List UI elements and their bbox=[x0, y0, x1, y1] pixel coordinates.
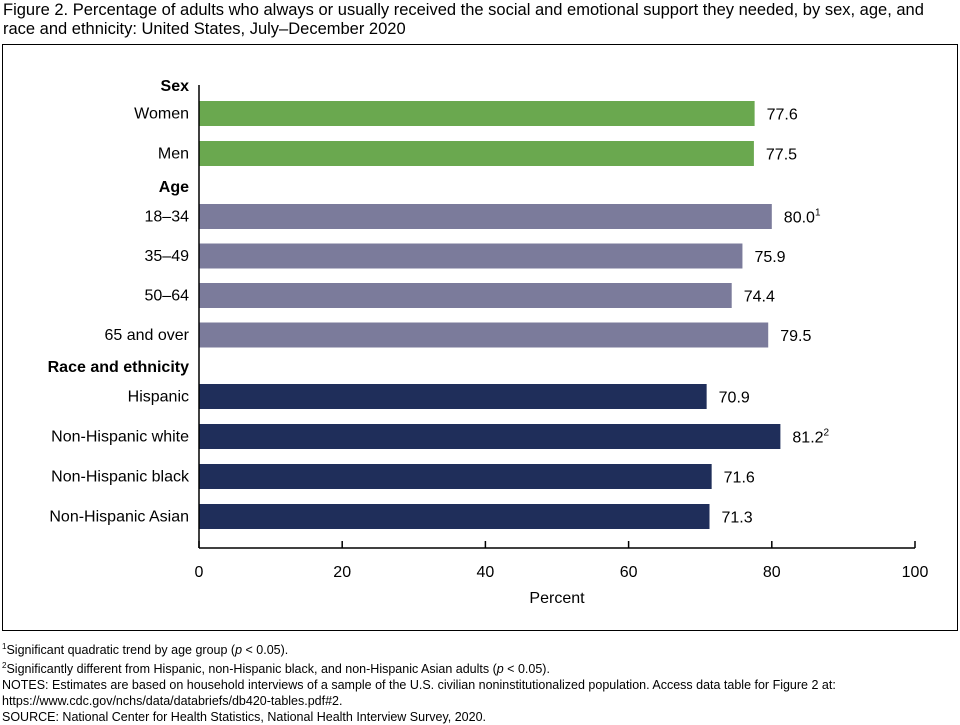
category-label: Non-Hispanic Asian bbox=[49, 509, 189, 526]
source-line: SOURCE: National Center for Health Stati… bbox=[2, 710, 487, 725]
data-label: 71.6 bbox=[724, 470, 755, 487]
bar bbox=[199, 243, 743, 269]
x-tick-label: 0 bbox=[195, 564, 204, 581]
footnote-2: 2Significantly different from Hispanic, … bbox=[2, 658, 952, 677]
x-tick-label: 20 bbox=[333, 564, 351, 581]
x-tick-label: 40 bbox=[477, 564, 495, 581]
data-label: 71.3 bbox=[722, 510, 753, 527]
category-label: 50–64 bbox=[145, 288, 190, 305]
notes-line-2: https://www.cdc.gov/nchs/data/databriefs… bbox=[2, 694, 343, 709]
x-tick-label: 80 bbox=[763, 564, 781, 581]
data-label: 80.01 bbox=[784, 208, 821, 227]
bar bbox=[199, 101, 755, 126]
category-label: Hispanic bbox=[128, 389, 189, 406]
category-label: Non-Hispanic white bbox=[51, 429, 189, 446]
bar bbox=[199, 464, 712, 489]
x-axis-title: Percent bbox=[529, 590, 585, 607]
category-label: Women bbox=[134, 106, 189, 123]
bar bbox=[199, 283, 732, 308]
footnote-1-text-b: < 0.05). bbox=[242, 643, 289, 658]
bar-chart: Sex Women 77.6 Men 77.5 Age 18–34 80.01 35–49 75.… bbox=[48, 78, 929, 607]
footnote-1-p: p bbox=[235, 643, 243, 658]
group-label-1: Sex bbox=[161, 78, 190, 95]
data-label: 75.9 bbox=[754, 249, 785, 266]
bar bbox=[199, 424, 781, 449]
category-label: Non-Hispanic black bbox=[51, 469, 190, 486]
footnote-2-marker: 2 bbox=[2, 661, 7, 671]
category-label: 18–34 bbox=[145, 209, 190, 226]
data-label: 77.5 bbox=[766, 147, 797, 164]
footnote-2-text-b: < 0.05). bbox=[503, 662, 550, 677]
footnote-1-marker: 1 bbox=[2, 642, 7, 651]
data-label-superscript: 1 bbox=[815, 208, 821, 219]
footnote-1: 1Significant quadratic trend by age grou… bbox=[2, 639, 952, 658]
data-label-superscript: 2 bbox=[824, 428, 830, 439]
data-label: 77.6 bbox=[767, 107, 798, 124]
bar bbox=[199, 322, 769, 348]
x-tick-label: 100 bbox=[902, 564, 929, 581]
bar bbox=[199, 384, 707, 409]
category-label: 35–49 bbox=[145, 248, 190, 265]
group-label-3: Race and ethnicity bbox=[48, 359, 189, 376]
footnote-2-p: p bbox=[496, 662, 504, 677]
footnote-1-text-a: Significant quadratic trend by age group… bbox=[6, 643, 236, 658]
footnote-2-text-a: Significantly different from Hispanic, n… bbox=[6, 662, 497, 677]
category-label: 65 and over bbox=[104, 327, 189, 344]
data-label: 70.9 bbox=[719, 390, 750, 407]
x-tick-label: 60 bbox=[620, 564, 638, 581]
figure-title: Figure 2. Percentage of adults who alway… bbox=[3, 1, 924, 38]
chart-frame: Sex Women 77.6 Men 77.5 Age 18–34 80.01 35–49 75.… bbox=[2, 44, 958, 631]
data-label: 79.5 bbox=[780, 328, 811, 345]
bar bbox=[199, 204, 772, 229]
data-label: 81.22 bbox=[792, 428, 829, 447]
bar bbox=[199, 141, 754, 166]
footnotes: 1Significant quadratic trend by age grou… bbox=[2, 639, 952, 725]
category-label: Men bbox=[158, 146, 189, 163]
data-label: 74.4 bbox=[744, 289, 775, 306]
notes-line-1: NOTES: Estimates are based on household … bbox=[2, 678, 836, 693]
bar bbox=[199, 504, 710, 529]
group-label-2: Age bbox=[159, 179, 189, 196]
